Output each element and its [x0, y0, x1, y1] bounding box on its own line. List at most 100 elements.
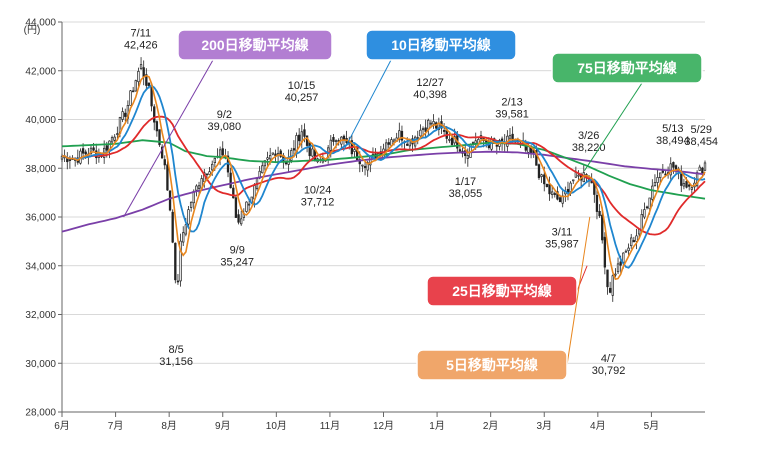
candle-body — [619, 261, 622, 266]
candle-body — [89, 147, 93, 154]
candle-body — [537, 164, 541, 179]
x-tick-label: 7月 — [108, 420, 124, 432]
candle-body — [548, 183, 551, 195]
y-tick-label: 30,000 — [25, 359, 56, 370]
annotation-date: 1/17 — [455, 176, 476, 188]
candle-body — [616, 263, 620, 273]
candle-body — [540, 174, 543, 177]
candle-body — [624, 250, 628, 253]
x-tick-label: 4月 — [590, 420, 606, 432]
candle-body — [353, 149, 356, 152]
candle-body — [160, 146, 164, 159]
annotation-8-5: 8/531,156 — [159, 344, 193, 368]
candle-body — [184, 224, 188, 235]
candle-body — [229, 172, 232, 189]
candle-body — [406, 143, 409, 146]
callout-2: 10日移動平均線 — [342, 29, 517, 152]
candle-body — [221, 148, 224, 156]
candle-body — [511, 133, 514, 141]
candle-body — [121, 111, 124, 120]
candle-body — [703, 162, 707, 171]
candle-body — [427, 119, 430, 130]
candle-body — [174, 242, 177, 281]
candle-body — [168, 190, 172, 211]
candle-body — [556, 191, 559, 200]
candle-body — [131, 90, 135, 93]
candle-body — [211, 163, 214, 171]
candle-body — [263, 160, 267, 167]
candle-body — [603, 236, 607, 268]
annotation-date: 5/13 — [662, 123, 683, 135]
annotation-date: 8/5 — [168, 344, 183, 356]
annotation-9-2: 9/239,080 — [208, 109, 242, 133]
annotation-value: 39,080 — [208, 121, 242, 133]
candle-body — [303, 129, 306, 137]
annotation-date: 12/27 — [416, 77, 444, 89]
annotation-value: 31,156 — [159, 356, 193, 368]
candle-body — [187, 209, 190, 225]
annotation-4-7: 4/730,792 — [592, 353, 626, 377]
annotation-value: 37,712 — [301, 196, 335, 208]
candle-body — [384, 142, 388, 151]
candle-body — [292, 148, 296, 151]
candle-body — [116, 133, 119, 135]
candle-body — [651, 185, 654, 200]
x-tick-label: 6月 — [54, 420, 70, 432]
candle-body — [240, 218, 243, 225]
candle-body — [685, 181, 688, 188]
ma5-line — [61, 74, 706, 281]
annotation-date: 3/11 — [552, 226, 573, 238]
candle-body — [669, 163, 672, 176]
annotation-date: 5/29 — [691, 124, 712, 136]
annotation-value: 39,581 — [495, 109, 529, 121]
candle-body — [213, 158, 217, 164]
annotation-value: 38,055 — [449, 188, 483, 200]
candle-body — [640, 214, 643, 232]
candle-body — [558, 197, 562, 203]
x-tick-label: 10月 — [266, 420, 287, 432]
candle-body — [105, 145, 108, 151]
candle-body — [237, 214, 240, 223]
candle-body — [166, 164, 169, 191]
candle-body — [432, 121, 435, 125]
x-tick-label: 3月 — [536, 420, 552, 432]
candle-body — [92, 147, 95, 151]
candle-body — [134, 80, 137, 92]
annotation-9-9: 9/935,247 — [220, 244, 254, 268]
candle-body — [535, 150, 538, 166]
candle-body — [645, 206, 649, 209]
candle-body — [601, 214, 604, 241]
candle-body — [158, 129, 161, 146]
candle-body — [147, 82, 151, 87]
y-tick-label: 36,000 — [25, 213, 56, 224]
callout-text: 5日移動平均線 — [446, 357, 538, 373]
callout-4: 25日移動平均線 — [426, 265, 588, 307]
candle-body — [577, 174, 580, 177]
annotation-date: 3/26 — [578, 130, 599, 142]
annotation-value: 38,220 — [572, 142, 606, 154]
candle-body — [329, 139, 332, 151]
candle-body — [176, 280, 180, 283]
y-tick-label: 38,000 — [25, 164, 56, 175]
candle-body — [553, 193, 556, 195]
candle-body — [113, 136, 116, 141]
annotation-value: 38,454 — [684, 136, 718, 148]
candle-body — [606, 269, 609, 288]
candle-body — [527, 146, 530, 153]
candle-body — [550, 191, 554, 195]
callout-text: 10日移動平均線 — [391, 37, 491, 53]
callout-3: 75日移動平均線 — [551, 52, 703, 171]
candle-body — [466, 155, 469, 159]
candle-body — [171, 211, 174, 243]
candle-body — [205, 173, 209, 176]
candle-body — [81, 148, 85, 154]
annotation-date: 9/2 — [217, 109, 232, 121]
candle-body — [247, 203, 251, 206]
candle-body — [608, 287, 612, 293]
